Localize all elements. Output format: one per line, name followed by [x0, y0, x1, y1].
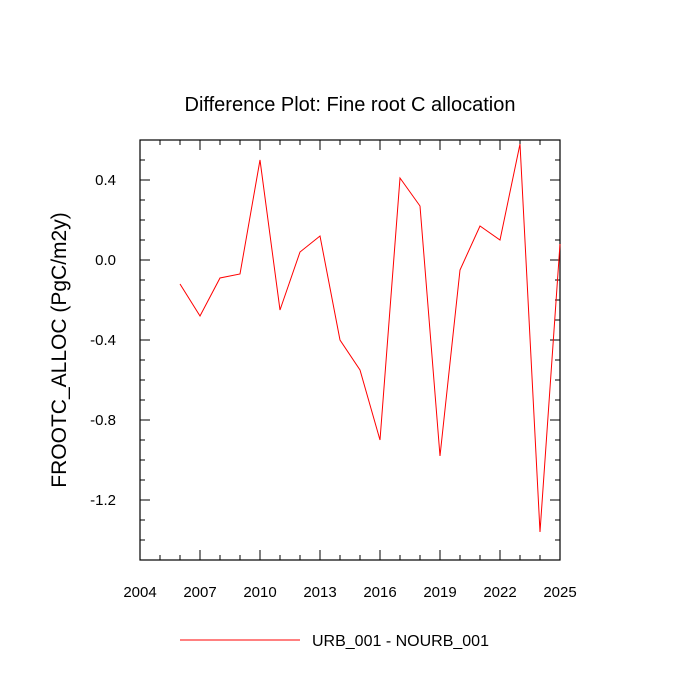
series-lines	[179, 143, 561, 533]
x-tick-label: 2016	[363, 584, 396, 601]
axis-ticks	[139, 139, 561, 561]
y-tick-label: -1.2	[90, 492, 116, 509]
legend: URB_001 - NOURB_001	[180, 633, 489, 650]
x-tick-label: 2022	[483, 584, 516, 601]
y-axis-title: FROOTC_ALLOC (PgC/m2y)	[48, 212, 71, 487]
x-tick-label: 2010	[243, 584, 276, 601]
x-tick-label: 2019	[423, 584, 456, 601]
y-tick-label: 0.4	[95, 172, 116, 189]
plot-frame	[139, 139, 561, 561]
y-tick-label: 0.0	[95, 252, 116, 269]
x-tick-label: 2013	[303, 584, 336, 601]
plot-area-border	[139, 139, 561, 561]
x-tick-label: 2025	[543, 584, 576, 601]
x-tick-label: 2007	[183, 584, 216, 601]
y-tick-label: -0.8	[90, 412, 116, 429]
chart-title: Difference Plot: Fine root C allocation	[185, 94, 516, 116]
y-tick-labels: 0.4 0.0 -0.4 -0.8 -1.2	[90, 172, 116, 509]
x-tick-label: 2004	[123, 584, 156, 601]
series-line-0	[179, 143, 561, 533]
x-tick-labels: 2004 2007 2010 2013 2016 2019 2022 2025	[123, 584, 576, 601]
legend-label: URB_001 - NOURB_001	[312, 633, 489, 650]
y-tick-label: -0.4	[90, 332, 116, 349]
